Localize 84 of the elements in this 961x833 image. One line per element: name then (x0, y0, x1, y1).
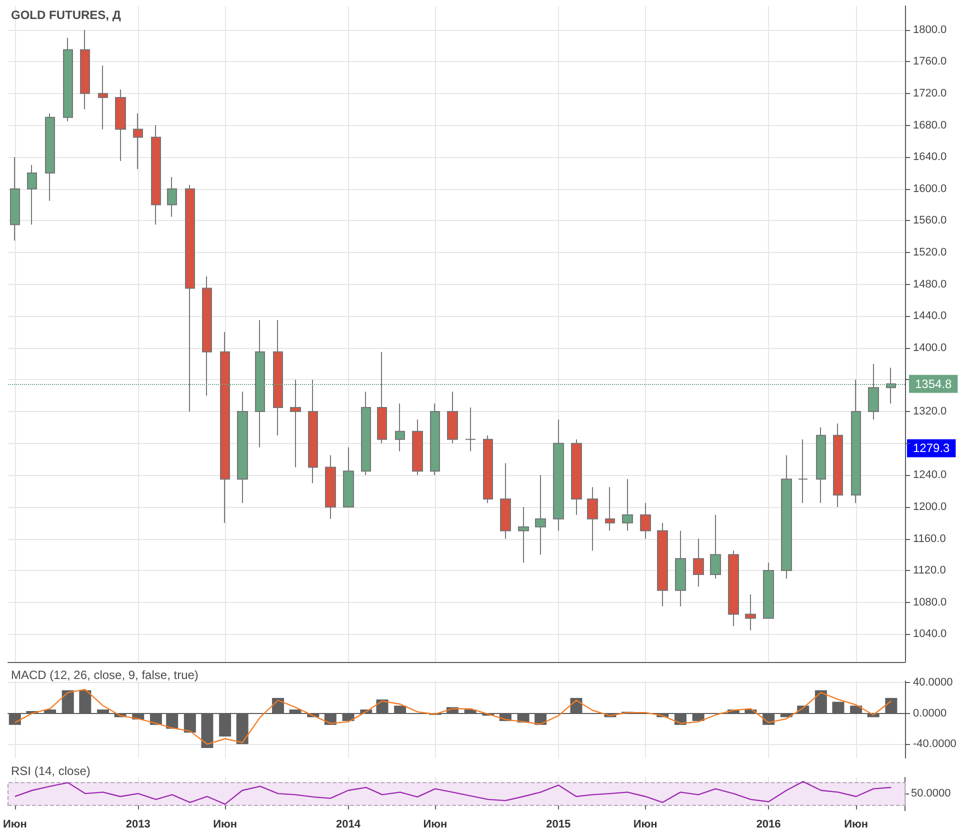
y-tick-label: 0.0000 (913, 707, 947, 720)
y-tick-label: 1520.0 (913, 246, 947, 258)
y-tick-label: 1120.0 (913, 564, 946, 577)
y-tick-label: 1800.0 (913, 24, 947, 36)
x-tick-label: 2013 (126, 818, 150, 830)
y-tick-label: 1200.0 (913, 500, 947, 513)
candlestick (151, 124, 161, 226)
candlestick (185, 184, 195, 412)
y-tick-label: 1640.0 (913, 151, 947, 164)
candlestick (290, 379, 301, 468)
candlestick (553, 418, 564, 532)
y-tick-label: 1320.0 (913, 406, 947, 418)
x-tick-label: Июн (844, 818, 868, 830)
ref-line-label: 1354.8 (915, 376, 952, 391)
y-tick-label: 1600.0 (913, 182, 947, 195)
candlestick (605, 486, 615, 532)
y-tick-label: 1680.0 (913, 119, 947, 132)
candlestick (10, 156, 20, 242)
candlestick (500, 462, 511, 540)
candlestick (308, 379, 318, 484)
candlestick (220, 332, 230, 524)
candlestick (587, 486, 598, 552)
candlestick (657, 522, 668, 607)
candlestick (728, 550, 739, 627)
candlestick (202, 276, 212, 396)
x-tick-label: Июн (213, 818, 238, 830)
candlestick (412, 418, 423, 476)
candlestick (167, 176, 177, 218)
candlestick (343, 446, 354, 508)
candlestick (622, 478, 633, 532)
candlestick (798, 438, 808, 504)
y-tick-label: 1480.0 (913, 278, 947, 290)
candlestick (27, 164, 37, 226)
candlestick (45, 112, 55, 202)
candlestick (675, 530, 686, 607)
line-series (14, 688, 892, 745)
candlestick (816, 426, 826, 504)
candlestick (115, 88, 126, 162)
y-tick-label: 1080.0 (913, 596, 947, 608)
candlestick (763, 562, 774, 619)
y-tick-label: 1240.0 (913, 469, 947, 482)
x-tick-label: 2015 (546, 818, 571, 830)
candlestick (465, 407, 476, 452)
candlestick (80, 29, 90, 110)
candlestick (535, 474, 546, 556)
candlestick (377, 351, 387, 444)
candlestick (273, 320, 283, 436)
y-tick-label: 1560.0 (913, 214, 947, 227)
y-tick-label: -40.0000 (913, 738, 956, 750)
candlestick (133, 112, 143, 170)
candlestick (63, 37, 73, 122)
y-tick-label: 1400.0 (913, 342, 947, 354)
candlestick (710, 514, 721, 580)
candlestick (237, 391, 248, 504)
chart-title: MACD (12, 26, close, 9, false, true) (11, 668, 198, 682)
candlestick (640, 502, 651, 540)
candlestick (833, 422, 843, 508)
y-tick-label: 40.0000 (913, 676, 953, 689)
x-tick-label: 2014 (336, 818, 362, 830)
candlestick (395, 403, 405, 452)
candlestick (571, 438, 582, 516)
candlestick (693, 538, 704, 587)
candlestick (98, 65, 108, 130)
candlestick (781, 454, 792, 580)
x-tick-label: 2016 (756, 818, 781, 830)
x-tick-label: Июн (633, 818, 658, 830)
candlestick (447, 391, 458, 444)
y-tick-label: 1160.0 (913, 532, 946, 545)
candlestick (361, 391, 371, 476)
y-tick-label: 1720.0 (913, 87, 947, 100)
y-tick-label: 1760.0 (913, 56, 947, 68)
x-tick-label: Июн (2, 818, 27, 830)
candlestick (483, 434, 493, 504)
y-tick-label: 1040.0 (913, 628, 947, 640)
text: 50.0000 (911, 788, 951, 800)
chart-title: RSI (14, close) (11, 764, 90, 778)
x-tick-label: Июн (423, 818, 448, 830)
candlestick (518, 506, 529, 564)
candlestick (325, 454, 336, 520)
candlestick (430, 403, 440, 476)
text: 1279.3 (913, 441, 950, 456)
y-tick-label: 1440.0 (913, 310, 947, 322)
candlestick (745, 594, 756, 631)
chart-title: GOLD FUTURES, Д (11, 8, 122, 22)
